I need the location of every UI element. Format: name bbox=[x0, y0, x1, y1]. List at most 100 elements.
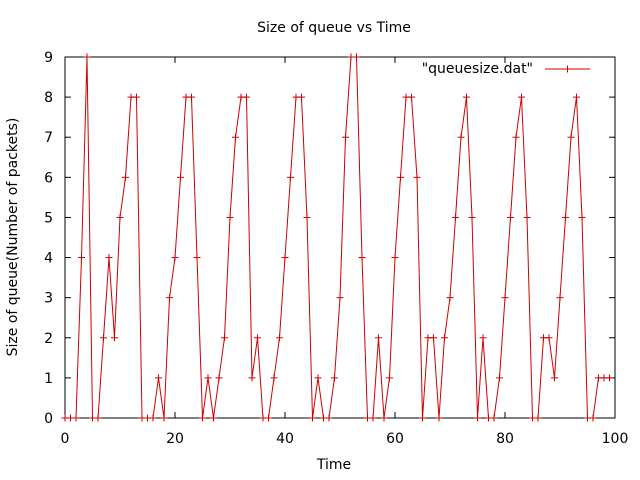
y-tick-label: 8 bbox=[44, 90, 53, 106]
y-tick-label: 0 bbox=[44, 411, 53, 427]
data-point bbox=[287, 173, 294, 181]
y-tick-label: 2 bbox=[44, 331, 53, 347]
data-point bbox=[523, 213, 531, 221]
data-point bbox=[413, 173, 421, 181]
data-point bbox=[188, 93, 195, 101]
data-point bbox=[265, 414, 272, 422]
legend-label: "queuesize.dat" bbox=[422, 61, 533, 77]
data-point bbox=[518, 93, 525, 101]
x-tick-label: 60 bbox=[386, 431, 404, 447]
data-point bbox=[474, 414, 481, 422]
data-point bbox=[507, 213, 514, 221]
y-tick-label: 7 bbox=[44, 130, 53, 146]
data-point bbox=[573, 93, 580, 101]
data-point bbox=[391, 254, 399, 262]
data-point bbox=[397, 173, 404, 181]
data-point bbox=[353, 53, 360, 61]
data-point bbox=[551, 374, 558, 382]
data-point bbox=[479, 334, 487, 342]
data-point bbox=[534, 414, 542, 422]
series-line bbox=[65, 56, 610, 419]
data-point bbox=[430, 334, 437, 342]
data-point bbox=[446, 294, 454, 302]
y-tick-label: 4 bbox=[44, 251, 53, 267]
data-point bbox=[496, 374, 503, 382]
data-point bbox=[578, 213, 586, 221]
data-point bbox=[78, 254, 85, 262]
data-point bbox=[281, 254, 289, 262]
data-point bbox=[468, 213, 476, 221]
data-point bbox=[606, 374, 613, 382]
data-point bbox=[122, 173, 129, 181]
data-point bbox=[111, 334, 118, 342]
data-point bbox=[512, 133, 520, 141]
y-tick-label: 3 bbox=[44, 291, 53, 307]
data-point bbox=[149, 414, 157, 422]
data-point bbox=[309, 414, 316, 422]
data-point bbox=[221, 334, 228, 342]
plot-frame bbox=[64, 56, 616, 419]
x-tick-label: 80 bbox=[496, 431, 514, 447]
x-tick-label: 20 bbox=[166, 431, 184, 447]
data-point bbox=[358, 254, 366, 262]
data-point bbox=[298, 93, 305, 101]
y-tick-label: 5 bbox=[44, 210, 53, 226]
data-point bbox=[116, 213, 124, 221]
tick-layer bbox=[64, 56, 616, 419]
data-point bbox=[133, 93, 140, 101]
data-point bbox=[83, 53, 91, 61]
data-point bbox=[419, 414, 426, 422]
series-layer bbox=[61, 53, 613, 422]
data-point bbox=[166, 294, 173, 302]
x-axis-label: Time bbox=[316, 457, 351, 473]
data-point bbox=[501, 294, 509, 302]
data-point bbox=[435, 414, 443, 422]
data-point bbox=[452, 213, 459, 221]
legend: "queuesize.dat" bbox=[422, 61, 590, 77]
legend-marker bbox=[564, 65, 571, 73]
data-point bbox=[215, 374, 223, 382]
data-point bbox=[100, 334, 107, 342]
data-point bbox=[408, 93, 415, 101]
data-point bbox=[155, 374, 162, 382]
data-point bbox=[314, 374, 322, 382]
data-point bbox=[243, 93, 250, 101]
data-point bbox=[463, 93, 470, 101]
data-point bbox=[441, 334, 448, 342]
data-point bbox=[171, 254, 179, 262]
data-point bbox=[232, 133, 239, 141]
data-point bbox=[210, 414, 217, 422]
data-point bbox=[160, 414, 168, 422]
chart-title: Size of queue vs Time bbox=[257, 20, 411, 36]
y-tick-label: 6 bbox=[44, 170, 53, 186]
x-tick-label: 100 bbox=[602, 431, 629, 447]
x-tick-label: 0 bbox=[61, 431, 70, 447]
data-point bbox=[94, 414, 102, 422]
data-point bbox=[254, 334, 261, 342]
data-point bbox=[199, 414, 206, 422]
data-point bbox=[331, 374, 338, 382]
data-point bbox=[336, 294, 344, 302]
x-tick-label: 40 bbox=[276, 431, 294, 447]
data-point bbox=[325, 414, 333, 422]
data-point bbox=[386, 374, 393, 382]
data-point bbox=[303, 213, 311, 221]
data-point bbox=[562, 213, 569, 221]
data-point bbox=[72, 414, 80, 422]
data-point bbox=[270, 374, 278, 382]
tick-label-layer: 0 20 40 60 80 100 0 1 2 3 4 5 6 7 8 9 bbox=[44, 50, 628, 447]
data-point bbox=[226, 213, 234, 221]
data-point bbox=[369, 414, 377, 422]
y-axis-label: Size of queue(Number of packets) bbox=[5, 118, 21, 357]
data-point bbox=[276, 334, 283, 342]
data-point bbox=[375, 334, 382, 342]
data-point bbox=[204, 374, 212, 382]
data-point bbox=[457, 133, 465, 141]
data-point bbox=[177, 173, 184, 181]
data-point bbox=[545, 334, 553, 342]
data-point bbox=[342, 133, 349, 141]
data-point bbox=[589, 414, 597, 422]
data-point bbox=[248, 374, 256, 382]
y-tick-label: 1 bbox=[44, 371, 53, 387]
